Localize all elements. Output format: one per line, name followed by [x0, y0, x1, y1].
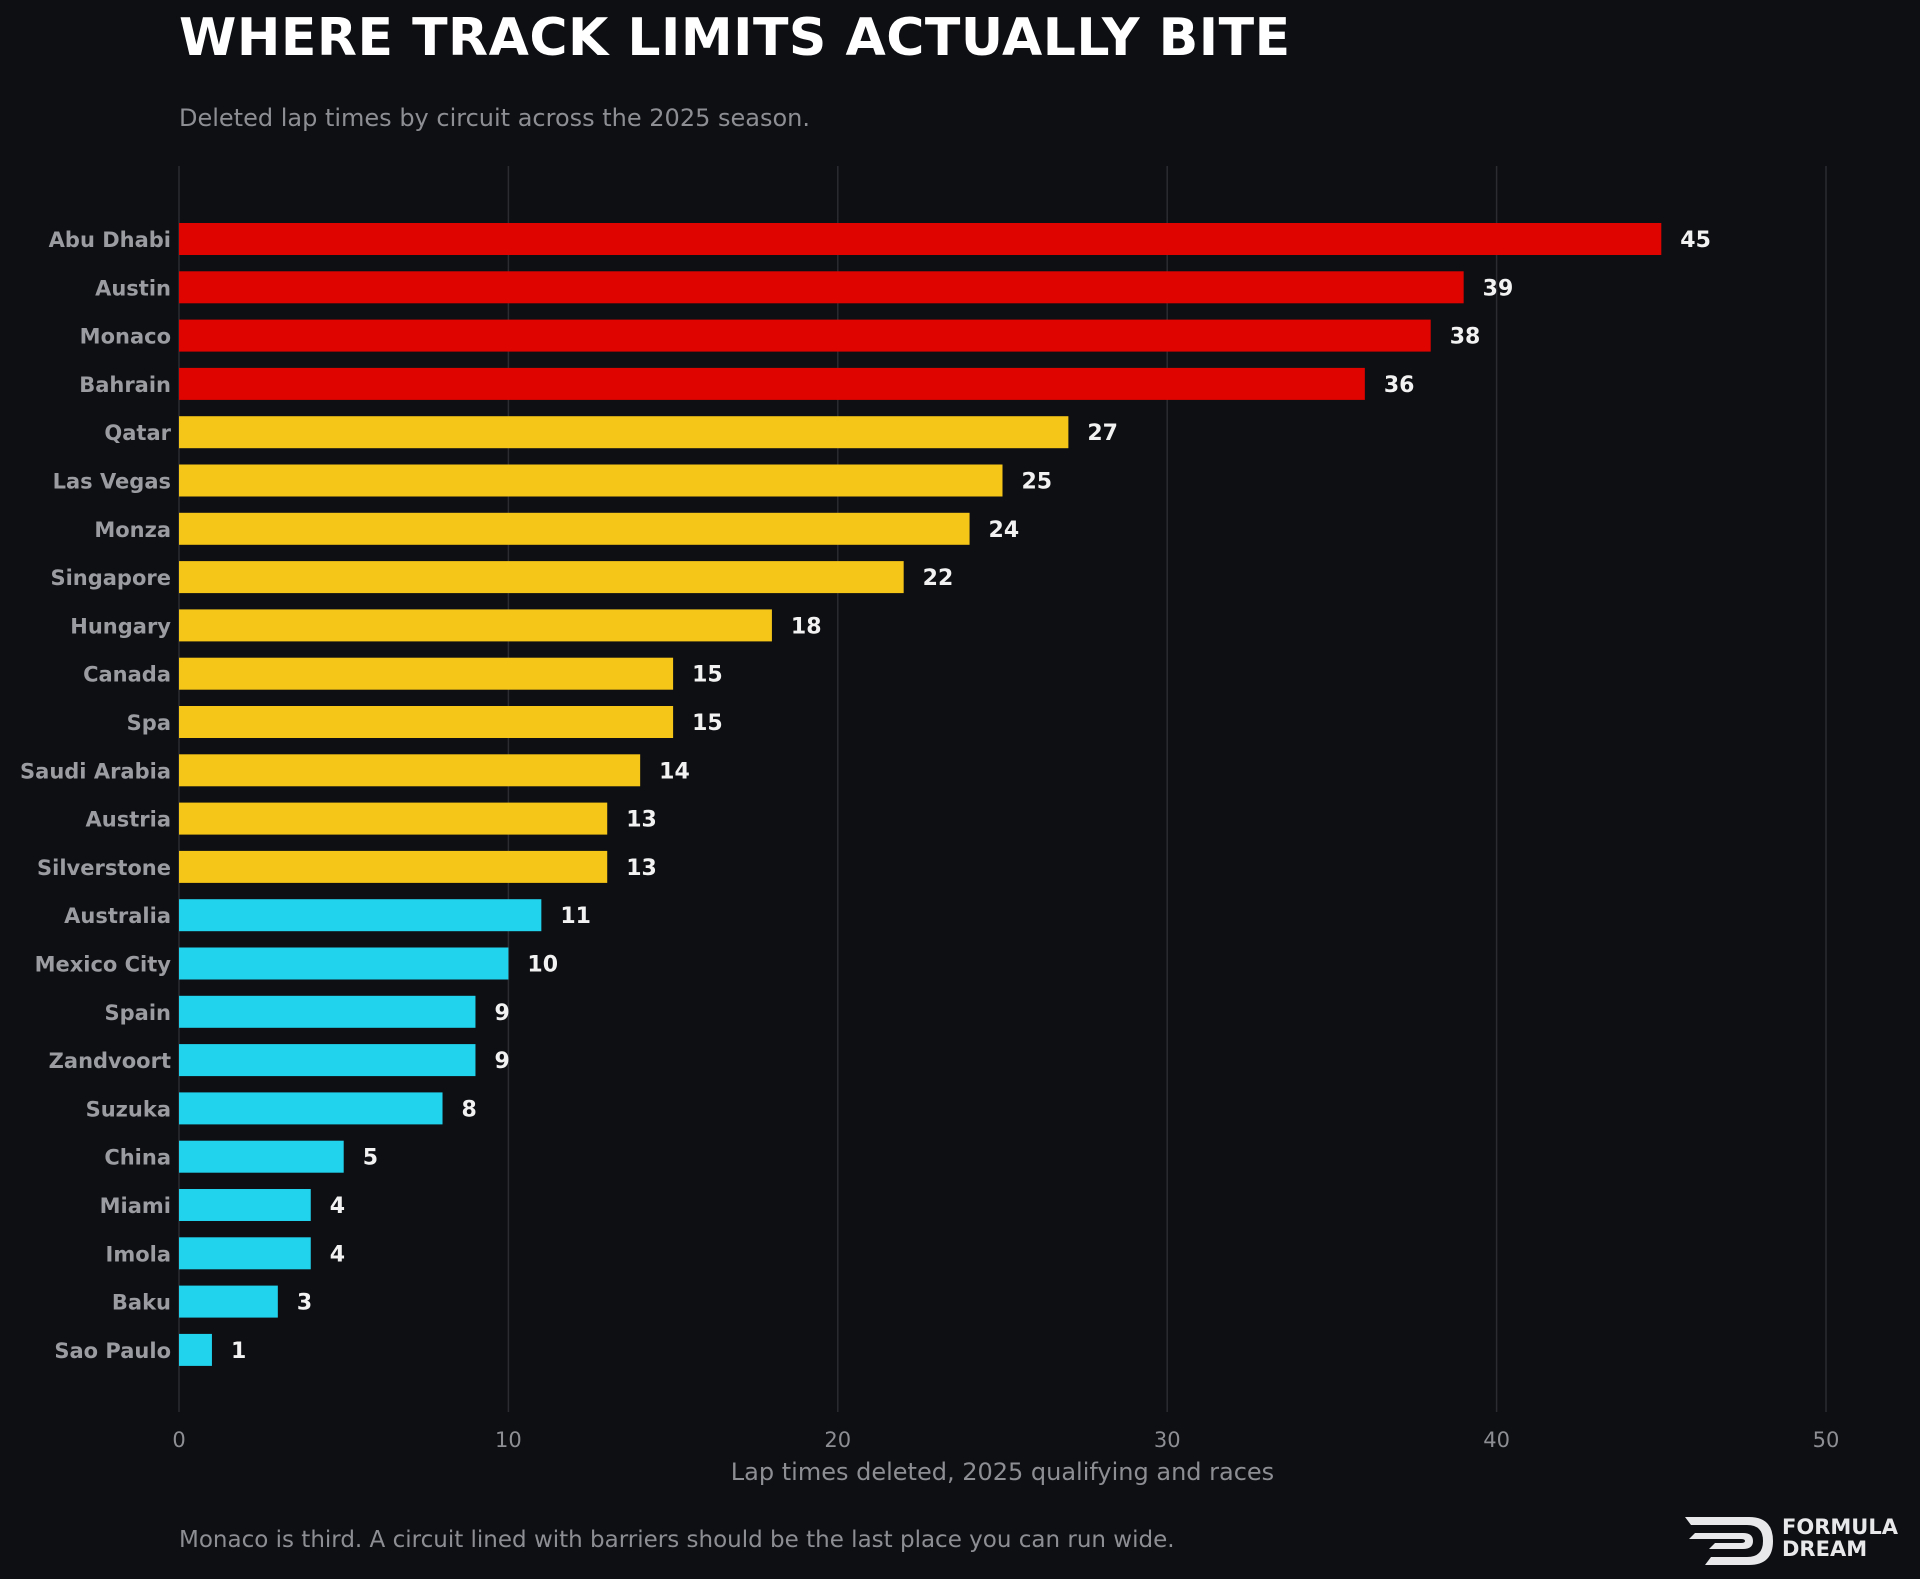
bar	[179, 754, 641, 787]
data-label: 13	[626, 808, 657, 833]
chart-subtitle: Deleted lap times by circuit across the …	[179, 104, 810, 132]
bar	[179, 850, 608, 883]
data-label: 36	[1384, 373, 1415, 398]
data-label: 15	[692, 663, 723, 688]
bar	[179, 1333, 212, 1366]
data-label: 8	[462, 1097, 477, 1122]
formula-dream-logo-icon	[1685, 1517, 1773, 1565]
category-label: Suzuka	[86, 1097, 171, 1121]
bar	[179, 802, 608, 835]
bar	[179, 512, 970, 545]
category-label: Abu Dhabi	[49, 228, 171, 252]
bar	[179, 995, 476, 1028]
bar	[179, 319, 1431, 352]
bar	[179, 223, 1662, 255]
data-label: 13	[626, 856, 657, 881]
category-label: China	[104, 1146, 171, 1170]
data-label: 45	[1680, 228, 1711, 253]
x-tick-label: 30	[1154, 1428, 1181, 1452]
category-label: Baku	[112, 1291, 171, 1315]
bar	[179, 1285, 278, 1318]
category-label: Miami	[100, 1194, 171, 1218]
category-label: Hungary	[70, 614, 171, 638]
category-label: Singapore	[50, 566, 171, 590]
bar	[179, 706, 674, 738]
x-tick-label: 50	[1813, 1428, 1840, 1452]
data-label: 9	[494, 1049, 509, 1074]
category-label: Saudi Arabia	[20, 759, 171, 783]
category-label: Canada	[83, 663, 171, 687]
category-label: Monza	[94, 518, 171, 542]
category-label: Spa	[127, 711, 171, 735]
bar	[179, 609, 772, 642]
logo-line-1: FORMULA	[1782, 1515, 1898, 1539]
data-label: 3	[297, 1291, 312, 1316]
chart-title: WHERE TRACK LIMITS ACTUALLY BITE	[179, 8, 1291, 68]
bar	[179, 947, 509, 980]
logo-line-2: DREAM	[1782, 1537, 1868, 1561]
bar	[179, 1092, 443, 1125]
bar	[179, 271, 1464, 304]
bar	[179, 657, 674, 690]
bar	[179, 1140, 344, 1173]
category-label: Australia	[64, 904, 171, 928]
category-label: Imola	[106, 1242, 172, 1266]
data-label: 11	[560, 904, 591, 929]
data-label: 15	[692, 711, 723, 736]
data-label: 14	[659, 759, 690, 784]
data-label: 22	[923, 566, 954, 591]
bar	[179, 367, 1365, 400]
category-label: Austria	[86, 808, 171, 832]
logo-wordmark: FORMULA DREAM	[1782, 1516, 1898, 1560]
category-label: Zandvoort	[49, 1049, 171, 1073]
category-label: Qatar	[104, 421, 171, 445]
category-label: Bahrain	[79, 373, 171, 397]
category-label: Las Vegas	[53, 470, 171, 494]
data-label: 18	[791, 614, 822, 639]
bar	[179, 1044, 476, 1077]
data-label: 39	[1483, 276, 1514, 301]
x-tick-label: 20	[824, 1428, 851, 1452]
category-label: Mexico City	[35, 953, 172, 977]
category-label: Spain	[105, 1001, 171, 1025]
x-tick-label: 40	[1483, 1428, 1510, 1452]
bar	[179, 464, 1003, 497]
data-label: 10	[527, 953, 558, 978]
category-label: Sao Paulo	[54, 1339, 171, 1363]
data-label: 9	[494, 1001, 509, 1026]
bar	[179, 561, 904, 594]
data-label: 5	[363, 1146, 378, 1171]
data-label: 38	[1450, 325, 1481, 350]
data-label: 24	[989, 518, 1020, 543]
category-label: Monaco	[80, 325, 171, 349]
data-label: 27	[1087, 421, 1118, 446]
x-tick-label: 10	[495, 1428, 522, 1452]
bar	[179, 1237, 311, 1270]
bar	[179, 899, 542, 932]
footer-note: Monaco is third. A circuit lined with ba…	[179, 1527, 1175, 1553]
x-tick-label: 0	[172, 1428, 185, 1452]
bar	[179, 1189, 311, 1221]
data-label: 4	[330, 1194, 345, 1219]
category-label: Silverstone	[37, 856, 171, 880]
category-label: Austin	[95, 276, 171, 300]
data-label: 1	[231, 1339, 246, 1364]
bar	[179, 416, 1069, 449]
data-label: 25	[1022, 470, 1053, 495]
data-label: 4	[330, 1242, 345, 1267]
x-axis-label: Lap times deleted, 2025 qualifying and r…	[731, 1458, 1274, 1486]
